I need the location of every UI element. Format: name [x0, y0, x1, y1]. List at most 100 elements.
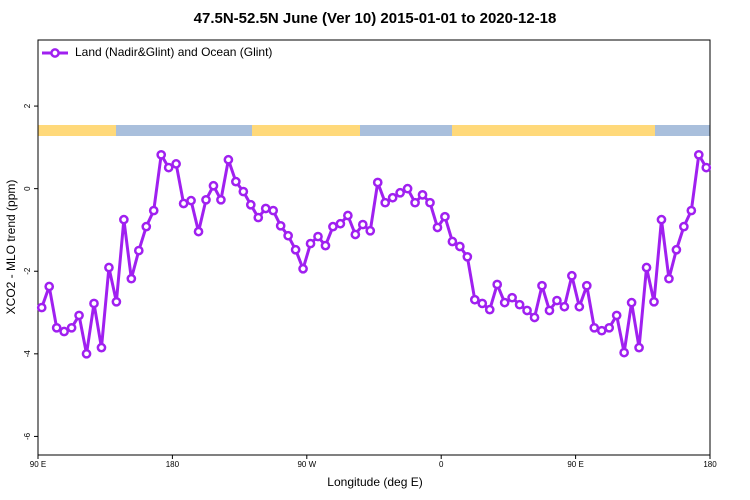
data-point — [544, 305, 555, 316]
x-tick-label: 90 E — [30, 460, 46, 469]
data-point — [499, 297, 510, 308]
data-point — [619, 347, 629, 358]
data-point — [66, 322, 77, 333]
data-point — [335, 218, 346, 229]
data-point — [395, 187, 405, 198]
y-tick-label: -2 — [23, 267, 32, 275]
data-point — [634, 342, 644, 353]
x-tick-label: 0 — [439, 460, 444, 469]
data-point — [328, 221, 338, 232]
land — [452, 125, 655, 136]
data-point — [74, 310, 84, 321]
data-point — [171, 159, 181, 169]
data-point — [507, 292, 517, 303]
data-point — [245, 199, 256, 210]
data-point — [253, 212, 264, 223]
data-point — [238, 186, 249, 197]
data-point — [343, 210, 353, 221]
data-point — [671, 244, 682, 255]
data-point — [589, 322, 600, 333]
data-point — [596, 325, 607, 336]
y-tick-label: -4 — [23, 350, 32, 358]
data-point — [141, 221, 152, 232]
data-point — [574, 301, 585, 312]
data-point — [387, 192, 398, 203]
data-point — [193, 226, 204, 237]
data-point — [514, 299, 525, 310]
data-point — [283, 230, 293, 241]
data-point — [425, 197, 435, 208]
land-ocean-strip — [38, 125, 710, 136]
data-point — [290, 244, 301, 255]
data-point — [611, 310, 622, 321]
plot-frame — [37, 39, 711, 456]
data-point — [380, 197, 391, 208]
data-point — [529, 312, 540, 323]
data-point — [51, 322, 62, 333]
data-point — [223, 154, 234, 165]
data-point — [89, 298, 99, 309]
data-point — [357, 219, 368, 230]
data-point — [44, 281, 55, 292]
data-point — [275, 220, 286, 231]
data-point — [604, 322, 615, 333]
data-point — [522, 305, 532, 316]
data-point — [440, 211, 450, 222]
data-point — [462, 251, 473, 262]
data-point — [126, 273, 137, 284]
x-tick-label: 90 E — [567, 460, 583, 469]
x-tick-label: 90 W — [297, 460, 316, 469]
data-point — [216, 194, 226, 205]
data-point — [537, 280, 547, 291]
data-point — [119, 214, 129, 225]
land — [38, 125, 116, 136]
data-point — [552, 295, 562, 306]
data-point — [268, 205, 279, 216]
data-point — [477, 298, 488, 309]
data-point — [231, 176, 241, 187]
data-point — [447, 236, 458, 247]
data-point — [559, 301, 570, 312]
data-point — [208, 180, 219, 191]
data-point — [96, 342, 107, 353]
data-point — [104, 262, 114, 273]
data-point — [178, 198, 189, 209]
data-point — [649, 296, 659, 307]
data-point — [641, 262, 652, 273]
data-point — [305, 238, 316, 249]
land — [252, 125, 360, 136]
data-point — [686, 205, 697, 216]
data-point — [567, 270, 577, 281]
data-point — [432, 222, 443, 233]
ocean — [360, 125, 452, 136]
x-axis-label: Longitude (deg E) — [327, 475, 422, 489]
y-tick-label: 0 — [23, 186, 32, 191]
data-point — [410, 197, 420, 208]
y-axis-label: XCO2 - MLO trend (ppm) — [4, 180, 18, 315]
data-point — [156, 149, 167, 160]
data-point — [626, 297, 637, 308]
data-point — [701, 162, 712, 173]
ocean — [655, 125, 710, 136]
ocean — [116, 125, 252, 136]
data-point — [163, 162, 174, 173]
data-point — [492, 279, 503, 290]
data-point — [664, 273, 674, 284]
chart-title: 47.5N-52.5N June (Ver 10) 2015-01-01 to … — [194, 10, 557, 27]
data-point — [111, 296, 122, 307]
x-tick-label: 180 — [703, 460, 717, 469]
data-point — [402, 183, 413, 194]
data-point — [455, 241, 465, 252]
x-tick-label: 180 — [166, 460, 180, 469]
data-point — [656, 214, 667, 225]
legend-label: Land (Nadir&Glint) and Ocean (Glint) — [75, 45, 272, 59]
y-tick-label: -6 — [23, 432, 32, 440]
y-tick-label: 2 — [23, 103, 32, 108]
data-point — [417, 190, 428, 200]
data-point — [693, 149, 704, 160]
data-point — [320, 240, 331, 251]
data-point — [36, 302, 47, 313]
data-point — [581, 280, 592, 291]
